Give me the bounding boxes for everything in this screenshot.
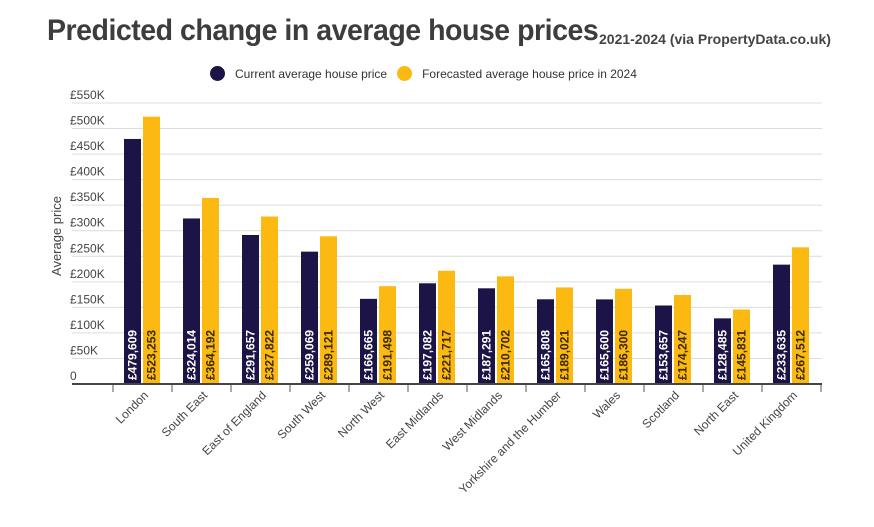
- bar-forecast: [674, 294, 691, 384]
- y-axis-title: Average price: [49, 196, 64, 276]
- y-tick-label: £150K: [70, 292, 105, 306]
- bar-forecast: [143, 116, 160, 384]
- legend-item-forecast: Forecasted average house price in 2024: [397, 66, 637, 81]
- bar-current: [714, 318, 731, 384]
- y-tick-label: £300K: [70, 216, 105, 230]
- bar-value-label: £166,665: [362, 330, 376, 380]
- chart-title-block: Predicted change in average house prices…: [47, 14, 831, 48]
- y-tick-label: £100K: [70, 318, 105, 332]
- y-tick-label: £550K: [70, 88, 105, 102]
- bar-value-label: £186,300: [617, 330, 631, 380]
- bar-value-label: £259,069: [303, 330, 317, 380]
- legend-label-forecast: Forecasted average house price in 2024: [422, 66, 637, 81]
- y-tick-label: £450K: [70, 139, 105, 153]
- x-tick-label: East of England: [199, 388, 269, 458]
- y-axis: 0 £50K £100K £150K £200K £250K £300K £350K £400K…: [70, 88, 105, 383]
- bar-forecast: [556, 287, 573, 384]
- bar-current: [301, 251, 318, 384]
- y-tick-label: £400K: [70, 165, 105, 179]
- x-tick-label: Wales: [590, 388, 623, 421]
- x-tick-label: North East: [691, 388, 741, 438]
- legend: Current average house price Forecasted a…: [210, 66, 647, 81]
- y-tick-label: £500K: [70, 114, 105, 128]
- x-tick-label: South East: [159, 388, 211, 440]
- bar-value-label: £210,702: [499, 330, 513, 380]
- bar-value-label: £128,485: [716, 330, 730, 380]
- bar-forecast: [379, 286, 396, 384]
- bar-current: [478, 288, 495, 384]
- bar-value-label: £165,600: [598, 330, 612, 380]
- y-tick-label: £50K: [70, 343, 98, 357]
- bar-forecast: [615, 288, 632, 384]
- x-tick-label: London: [113, 388, 151, 426]
- x-tick-label: West Midlands: [440, 388, 505, 453]
- y-tick-label: 0: [70, 369, 77, 383]
- bar-current: [183, 218, 200, 384]
- bar-value-label: £291,657: [244, 330, 258, 380]
- bar-forecast: [202, 197, 219, 384]
- x-tick-label: South West: [275, 388, 329, 442]
- bar-value-label: £267,512: [794, 330, 808, 380]
- bar-current: [596, 299, 613, 384]
- x-tick-label: East Midlands: [383, 388, 446, 451]
- bar-forecast: [497, 276, 514, 384]
- bar-value-label: £174,247: [676, 330, 690, 380]
- bar-value-label: £523,253: [145, 330, 159, 380]
- bar-value-label: £145,831: [735, 330, 749, 380]
- bar-current: [360, 298, 377, 384]
- bar-value-label: £289,121: [322, 330, 336, 380]
- legend-label-current: Current average house price: [235, 66, 388, 81]
- y-tick-label: £350K: [70, 190, 105, 204]
- bar-value-label: £189,021: [558, 330, 572, 380]
- bar-value-label: £327,822: [263, 330, 277, 380]
- bar-current: [773, 264, 790, 384]
- bar-current: [124, 138, 141, 384]
- bar-value-label: £191,498: [381, 330, 395, 380]
- bar-forecast: [733, 309, 750, 384]
- bar-value-label: £153,657: [657, 330, 671, 380]
- bar-current: [655, 305, 672, 384]
- bar-current: [242, 234, 259, 384]
- y-tick-label: £250K: [70, 241, 105, 255]
- bar-value-label: £364,192: [204, 330, 218, 380]
- x-tick-label: North West: [335, 388, 388, 441]
- bar-value-label: £197,082: [421, 330, 435, 380]
- bar-value-label: £221,717: [440, 330, 454, 380]
- bar-current: [419, 283, 436, 384]
- bar-forecast: [320, 236, 337, 384]
- bar-value-label: £479,609: [126, 330, 140, 380]
- bar-current: [537, 299, 554, 384]
- x-tick-label: Yorkshire and the Humber: [456, 388, 564, 496]
- legend-swatch-forecast: [397, 66, 413, 81]
- bars: £479,609 £523,253 £324,014 £364,192 £291,657…: [124, 116, 809, 384]
- bar-value-label: £165,808: [539, 330, 553, 380]
- chart-title: Predicted change in average house prices: [47, 14, 599, 47]
- legend-item-current: Current average house price: [210, 66, 387, 81]
- y-tick-label: £200K: [70, 267, 105, 281]
- bar-value-label: £233,635: [775, 330, 789, 380]
- legend-swatch-current: [210, 66, 225, 81]
- bar-forecast: [792, 247, 809, 384]
- bar-forecast: [261, 216, 278, 384]
- bar-value-label: £324,014: [185, 330, 199, 380]
- x-tick-label: Scotland: [639, 388, 682, 431]
- bar-value-label: £187,291: [480, 330, 494, 380]
- chart-subtitle: 2021-2024 (via PropertyData.co.uk): [599, 31, 831, 47]
- bar-forecast: [438, 270, 455, 384]
